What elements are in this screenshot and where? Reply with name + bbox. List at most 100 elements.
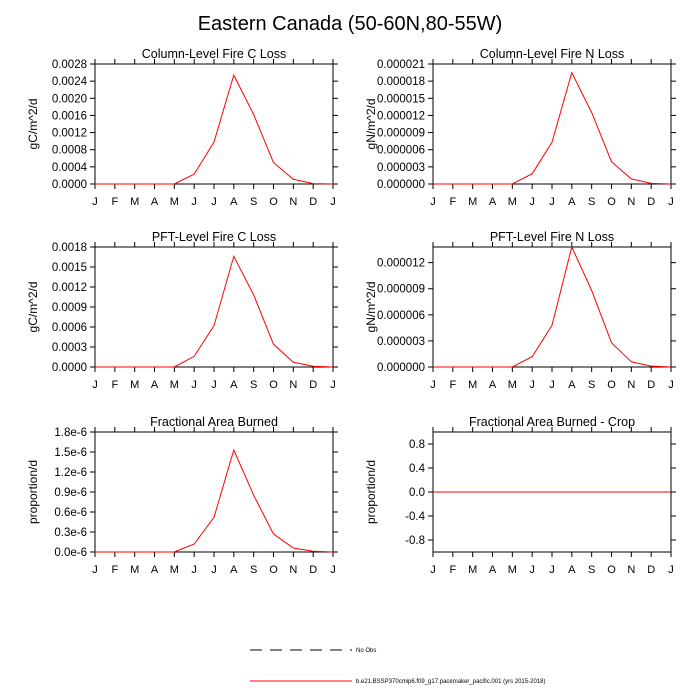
xtick-label: A bbox=[230, 379, 238, 391]
y-axis-label: gC/m^2/d bbox=[26, 282, 40, 333]
ytick-label: 0.000003 bbox=[377, 162, 425, 174]
ytick-label: 0.000006 bbox=[377, 310, 425, 322]
xtick-label: J bbox=[92, 564, 98, 576]
chart-panel-1: Column-Level Fire C Loss 0.0000 0.0004 0.00… bbox=[26, 47, 338, 208]
chart-panel-6: Fractional Area Burned - Crop -0.8 -0.4 0.0… bbox=[364, 415, 676, 576]
xtick-label: S bbox=[588, 379, 595, 391]
ytick-label: 0.0024 bbox=[52, 76, 88, 88]
xtick-label: M bbox=[170, 564, 179, 576]
ytick-label: 0.0008 bbox=[52, 145, 87, 157]
xtick-label: N bbox=[289, 196, 297, 208]
xtick-label: S bbox=[250, 196, 257, 208]
xtick-label: A bbox=[230, 564, 238, 576]
ytick-label: 0.000000 bbox=[377, 362, 425, 374]
panel-title: Column-Level Fire N Loss bbox=[480, 47, 625, 61]
xtick-label: D bbox=[309, 196, 317, 208]
legend: No Obs b.e21.BSSP370cmip6.f09_g17.pacemak… bbox=[250, 648, 545, 685]
xtick-label: M bbox=[468, 564, 477, 576]
xtick-label: J bbox=[191, 564, 197, 576]
xtick-label: O bbox=[607, 196, 616, 208]
ytick-label: 1.2e-6 bbox=[54, 467, 87, 479]
ytick-label: 0.000015 bbox=[377, 93, 425, 105]
xtick-label: J bbox=[668, 564, 674, 576]
xtick-label: J bbox=[549, 196, 555, 208]
panel-title: PFT-Level Fire N Loss bbox=[490, 230, 614, 244]
legend-label-1: No Obs bbox=[356, 648, 376, 654]
y-axis-label: gN/m^2/d bbox=[364, 99, 378, 150]
xtick-label: M bbox=[468, 196, 477, 208]
xtick-label: A bbox=[151, 564, 159, 576]
y-axis-label: proportion/d bbox=[26, 460, 40, 524]
xtick-label: M bbox=[170, 196, 179, 208]
ytick-label: 0.000018 bbox=[377, 76, 425, 88]
xtick-label: M bbox=[170, 379, 179, 391]
xtick-label: J bbox=[668, 196, 674, 208]
xtick-label: A bbox=[489, 379, 497, 391]
ytick-label: 0.0018 bbox=[52, 242, 87, 254]
series-line bbox=[433, 245, 672, 368]
ytick-label: 0.0004 bbox=[52, 162, 88, 174]
ytick-label: 0.0000 bbox=[52, 362, 87, 374]
xtick-label: S bbox=[250, 379, 257, 391]
ytick-label: 0.000000 bbox=[377, 179, 425, 191]
xtick-label: J bbox=[529, 196, 535, 208]
plot-frame bbox=[94, 246, 334, 368]
ytick-label: 0.0000 bbox=[52, 179, 87, 191]
ytick-label: 0.6e-6 bbox=[54, 507, 87, 519]
ytick-label: 0.0015 bbox=[52, 262, 87, 274]
panel-title: Fractional Area Burned - Crop bbox=[469, 415, 635, 429]
ytick-label: 1.5e-6 bbox=[54, 447, 87, 459]
ytick-label: 0.0009 bbox=[52, 302, 87, 314]
ytick-label: 0.0006 bbox=[52, 322, 87, 334]
series-line bbox=[433, 71, 672, 185]
xtick-label: A bbox=[151, 196, 159, 208]
xtick-label: N bbox=[289, 379, 297, 391]
series-line bbox=[95, 448, 334, 553]
xtick-label: F bbox=[111, 196, 118, 208]
xtick-label: M bbox=[468, 379, 477, 391]
xtick-label: J bbox=[430, 564, 436, 576]
xtick-label: F bbox=[449, 379, 456, 391]
ytick-label: -0.4 bbox=[405, 511, 425, 523]
xtick-label: N bbox=[627, 379, 635, 391]
chart-panel-5: Fractional Area Burned 0.0e-6 0.3e-6 0.6e-6… bbox=[26, 415, 338, 576]
xtick-label: S bbox=[250, 564, 257, 576]
ytick-label: 0.000003 bbox=[377, 336, 425, 348]
xtick-label: S bbox=[588, 196, 595, 208]
xtick-label: N bbox=[627, 564, 635, 576]
xtick-label: J bbox=[211, 196, 217, 208]
ytick-label: 1.8e-6 bbox=[54, 427, 87, 439]
xtick-label: J bbox=[529, 564, 535, 576]
figure-title: Eastern Canada (50-60N,80-55W) bbox=[197, 13, 503, 35]
xtick-label: D bbox=[309, 564, 317, 576]
ytick-label: 0.0016 bbox=[52, 110, 87, 122]
xtick-label: O bbox=[269, 379, 278, 391]
ytick-label: 0.0e-6 bbox=[54, 547, 87, 559]
ytick-label: -0.8 bbox=[405, 535, 425, 547]
xtick-label: A bbox=[568, 379, 576, 391]
xtick-label: J bbox=[549, 564, 555, 576]
xtick-label: F bbox=[111, 564, 118, 576]
plot-frame bbox=[94, 431, 334, 553]
xtick-label: J bbox=[430, 196, 436, 208]
ytick-label: 0.000021 bbox=[377, 59, 425, 71]
xtick-label: J bbox=[529, 379, 535, 391]
xtick-label: A bbox=[230, 196, 238, 208]
ytick-label: 0.000009 bbox=[377, 284, 425, 296]
ytick-label: 0.000009 bbox=[377, 128, 425, 140]
ytick-label: 0.0028 bbox=[52, 59, 87, 71]
xtick-label: J bbox=[668, 379, 674, 391]
panel-title: Column-Level Fire C Loss bbox=[142, 47, 287, 61]
ytick-label: 0.9e-6 bbox=[54, 487, 87, 499]
xtick-label: A bbox=[151, 379, 159, 391]
xtick-label: J bbox=[211, 564, 217, 576]
ytick-label: 0.3e-6 bbox=[54, 527, 87, 539]
xtick-label: O bbox=[269, 196, 278, 208]
chart-panel-3: PFT-Level Fire C Loss 0.0000 0.0003 0.0006 0… bbox=[26, 230, 338, 391]
xtick-label: M bbox=[130, 564, 139, 576]
ytick-label: 0.000006 bbox=[377, 145, 425, 157]
ytick-label: 0.0020 bbox=[52, 93, 87, 105]
xtick-label: J bbox=[330, 564, 336, 576]
y-axis-label: gC/m^2/d bbox=[26, 99, 40, 150]
xtick-label: A bbox=[568, 196, 576, 208]
